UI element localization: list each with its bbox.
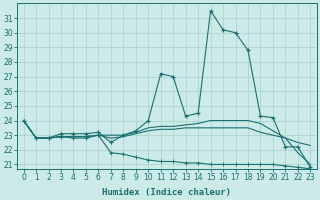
X-axis label: Humidex (Indice chaleur): Humidex (Indice chaleur) — [102, 188, 231, 197]
